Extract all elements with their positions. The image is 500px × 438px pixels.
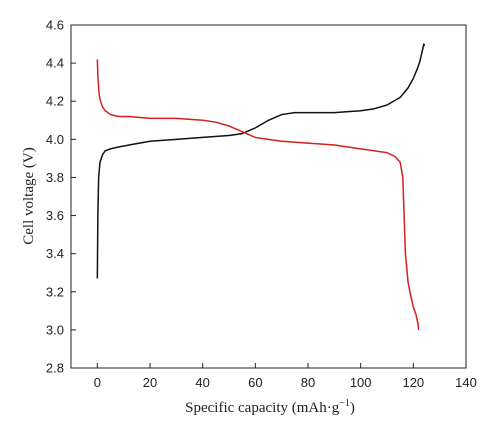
x-axis-title-close: )	[350, 400, 355, 416]
plot-frame	[70, 24, 467, 369]
y-tick-label: 3.8	[46, 170, 64, 185]
x-tick-label: 0	[94, 375, 101, 390]
charge-curve-line	[96, 43, 426, 279]
y-tick-label: 2.8	[46, 361, 64, 376]
x-axis-title-main: Specific capacity (mAh·g	[185, 400, 340, 416]
y-tick-label: 4.6	[46, 18, 64, 33]
x-tick-label: 120	[402, 375, 424, 390]
x-tick-label: 100	[350, 375, 372, 390]
x-tick-label: 40	[195, 375, 209, 390]
x-tick-label: 20	[143, 375, 157, 390]
y-tick-label: 3.2	[46, 284, 64, 299]
y-tick-label: 4.0	[46, 132, 64, 147]
y-tick-label: 4.2	[46, 94, 64, 109]
y-tick-label: 3.4	[46, 246, 64, 261]
x-tick-label: 60	[248, 375, 262, 390]
y-axis-ticks: 2.8 3.0 3.2 3.4 3.6 3.8 4.0 4.2 4.4 4.6	[46, 18, 76, 376]
y-tick-label: 3.6	[46, 208, 64, 223]
x-axis-ticks: 0 20 40 60 80 100 120 140	[94, 363, 477, 390]
y-tick-label: 4.4	[46, 56, 64, 71]
discharge-curve-line	[96, 59, 420, 330]
x-axis-title: Specific capacity (mAh·g−1)	[185, 398, 355, 416]
y-axis-title: Cell voltage (V)	[21, 147, 37, 244]
series-layer	[96, 43, 426, 330]
x-axis-title-superscript: −1	[339, 398, 350, 409]
x-tick-label: 80	[301, 375, 315, 390]
x-tick-label: 140	[455, 375, 477, 390]
y-tick-label: 3.0	[46, 322, 64, 337]
